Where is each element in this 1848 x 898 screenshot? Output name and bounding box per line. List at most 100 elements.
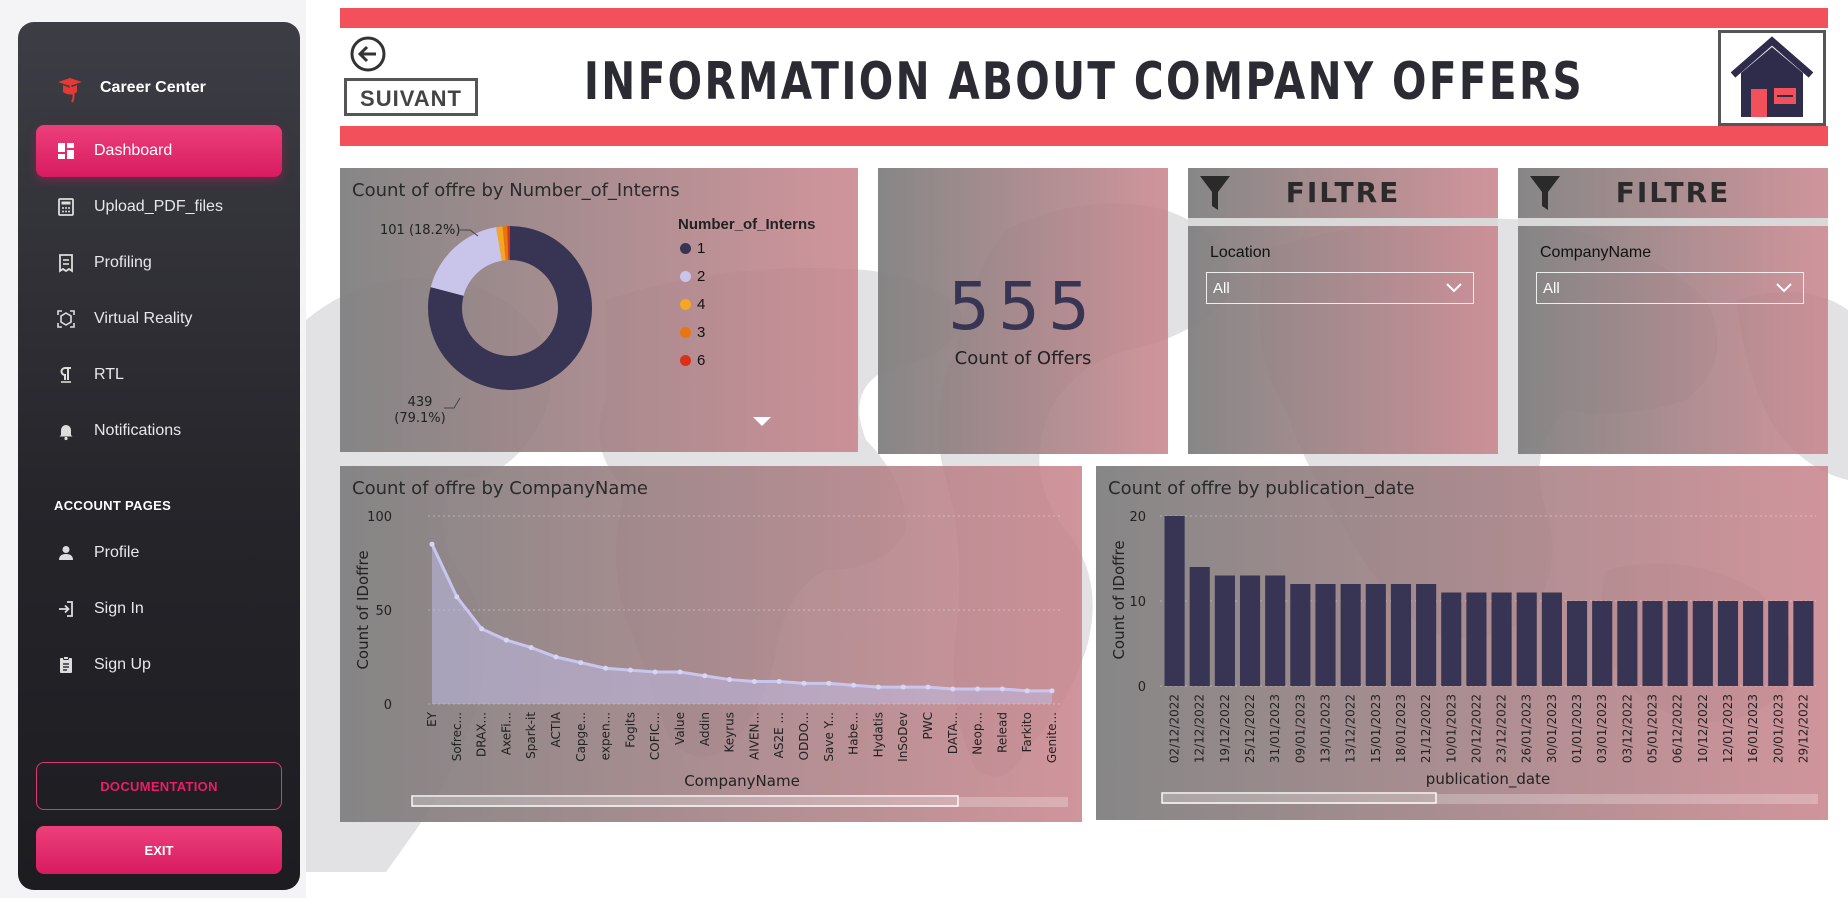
x-tick-label: DRAX...	[475, 712, 489, 757]
sidebar-item-notifications[interactable]: Notifications	[36, 405, 282, 457]
x-tick-label: Neop...	[971, 712, 985, 755]
y-axis-title: Count of IDoffre	[1110, 540, 1128, 659]
donut-legend-item[interactable]: 3	[680, 324, 705, 341]
data-point[interactable]	[1049, 688, 1055, 694]
donut-slice-3[interactable]	[502, 226, 509, 261]
bar[interactable]	[1239, 575, 1261, 687]
sidebar-item-profile[interactable]: Profile	[36, 527, 282, 579]
x-tick-label: 10/01/2023	[1444, 694, 1458, 763]
bar[interactable]	[1541, 592, 1562, 687]
exit-button[interactable]: EXIT	[36, 826, 282, 874]
x-tick-label: PWC	[921, 712, 935, 739]
data-point[interactable]	[702, 673, 708, 679]
report-canvas: SUIVANT INFORMATION ABOUT COMPANY OFFERS…	[306, 0, 1848, 872]
company-area-chart[interactable]: 0 50 100 EY Sofrec... DRAX... AxeFi... Spark-it…	[340, 466, 1082, 822]
donut-slice-6[interactable]	[507, 226, 510, 261]
company-filter-value: All	[1543, 279, 1560, 297]
bar[interactable]	[1768, 601, 1789, 686]
data-point[interactable]	[553, 654, 559, 660]
bar[interactable]	[1466, 592, 1487, 687]
bar[interactable]	[1164, 516, 1185, 686]
report-header: SUIVANT INFORMATION ABOUT COMPANY OFFERS	[340, 8, 1828, 148]
sidebar-item-virtual-reality[interactable]: Virtual Reality	[36, 293, 282, 345]
data-point[interactable]	[578, 660, 584, 666]
company-filter-dropdown[interactable]: All	[1536, 272, 1804, 304]
donut-legend-item[interactable]: 2	[680, 268, 705, 285]
bar[interactable]	[1743, 601, 1764, 686]
data-point[interactable]	[603, 665, 609, 671]
legend-label: 6	[697, 352, 706, 369]
bar[interactable]	[1265, 575, 1286, 687]
data-point[interactable]	[1024, 688, 1030, 694]
documentation-button[interactable]: DOCUMENTATION	[36, 762, 282, 810]
data-point[interactable]	[851, 682, 857, 688]
filter-funnel-icon	[1200, 176, 1230, 210]
data-point[interactable]	[454, 594, 460, 600]
data-point[interactable]	[925, 684, 931, 690]
donut-slice-2[interactable]	[430, 227, 502, 296]
location-filter-dropdown[interactable]: All	[1206, 272, 1474, 304]
data-point[interactable]	[875, 684, 881, 690]
sidebar-item-sign-in[interactable]: Sign In	[36, 583, 282, 635]
data-point[interactable]	[999, 686, 1005, 692]
bar[interactable]	[1315, 584, 1336, 686]
bar[interactable]	[1717, 601, 1739, 686]
scrollbar-thumb[interactable]	[411, 795, 959, 807]
bar[interactable]	[1441, 592, 1462, 687]
sidebar-item-rtl[interactable]: RTL	[36, 349, 282, 401]
sidebar-item-profiling[interactable]: Profiling	[36, 237, 282, 289]
legend-dot	[680, 271, 691, 282]
data-point[interactable]	[652, 669, 658, 675]
donut-legend-item[interactable]: 4	[680, 296, 705, 313]
bar[interactable]	[1290, 584, 1311, 686]
data-point[interactable]	[479, 626, 485, 632]
donut-chart[interactable]: 439(79.1%) 101 (18.2%)	[340, 208, 670, 438]
bar[interactable]	[1793, 601, 1814, 686]
x-tick-label: 13/01/2023	[1319, 694, 1333, 763]
data-point[interactable]	[677, 669, 683, 675]
back-arrow-icon[interactable]	[350, 36, 386, 72]
donut-data-label-2: 101 (18.2%)	[380, 223, 460, 238]
bar[interactable]	[1642, 601, 1663, 686]
sidebar-item-dashboard[interactable]: Dashboard	[36, 125, 282, 177]
home-button[interactable]	[1718, 30, 1826, 126]
data-point[interactable]	[776, 678, 782, 684]
data-point[interactable]	[801, 680, 807, 686]
brand[interactable]: Career Center	[52, 68, 206, 108]
bar[interactable]	[1416, 584, 1437, 686]
data-point[interactable]	[727, 677, 733, 683]
data-point[interactable]	[900, 684, 906, 690]
x-tick-label: 16/01/2023	[1746, 694, 1760, 763]
legend-dot	[680, 299, 691, 310]
legend-scroll-down-icon[interactable]	[751, 415, 773, 429]
bar[interactable]	[1214, 575, 1235, 687]
bar[interactable]	[1692, 601, 1713, 686]
data-point[interactable]	[627, 667, 633, 673]
bar[interactable]	[1592, 601, 1613, 686]
bar[interactable]	[1491, 592, 1512, 687]
bar[interactable]	[1390, 584, 1412, 686]
bar[interactable]	[1566, 601, 1588, 686]
data-point[interactable]	[503, 637, 509, 643]
bar[interactable]	[1617, 601, 1638, 686]
suivant-button[interactable]: SUIVANT	[344, 78, 478, 116]
bar[interactable]	[1516, 592, 1537, 687]
donut-legend-item[interactable]: 6	[680, 352, 705, 369]
data-point[interactable]	[528, 645, 534, 651]
donut-legend-item[interactable]: 1	[680, 240, 705, 257]
data-point[interactable]	[950, 686, 956, 692]
bar[interactable]	[1340, 584, 1361, 686]
data-point[interactable]	[826, 680, 832, 686]
data-point[interactable]	[751, 678, 757, 684]
scrollbar-thumb[interactable]	[1161, 792, 1437, 804]
data-point[interactable]	[975, 686, 981, 692]
bar[interactable]	[1189, 567, 1210, 686]
bar[interactable]	[1365, 584, 1386, 686]
bar[interactable]	[1667, 601, 1688, 686]
donut-slice-1[interactable]	[428, 226, 592, 390]
data-point[interactable]	[429, 541, 435, 547]
sidebar-item-sign-up[interactable]: Sign Up	[36, 639, 282, 691]
sidebar-item-upload-pdf-files[interactable]: Upload_PDF_files	[36, 181, 282, 233]
date-bar-chart[interactable]: 0 10 20 02/12/2022 12/12/2022 19/12/2022 25/12…	[1096, 466, 1828, 820]
donut-slice-4[interactable]	[496, 226, 506, 261]
